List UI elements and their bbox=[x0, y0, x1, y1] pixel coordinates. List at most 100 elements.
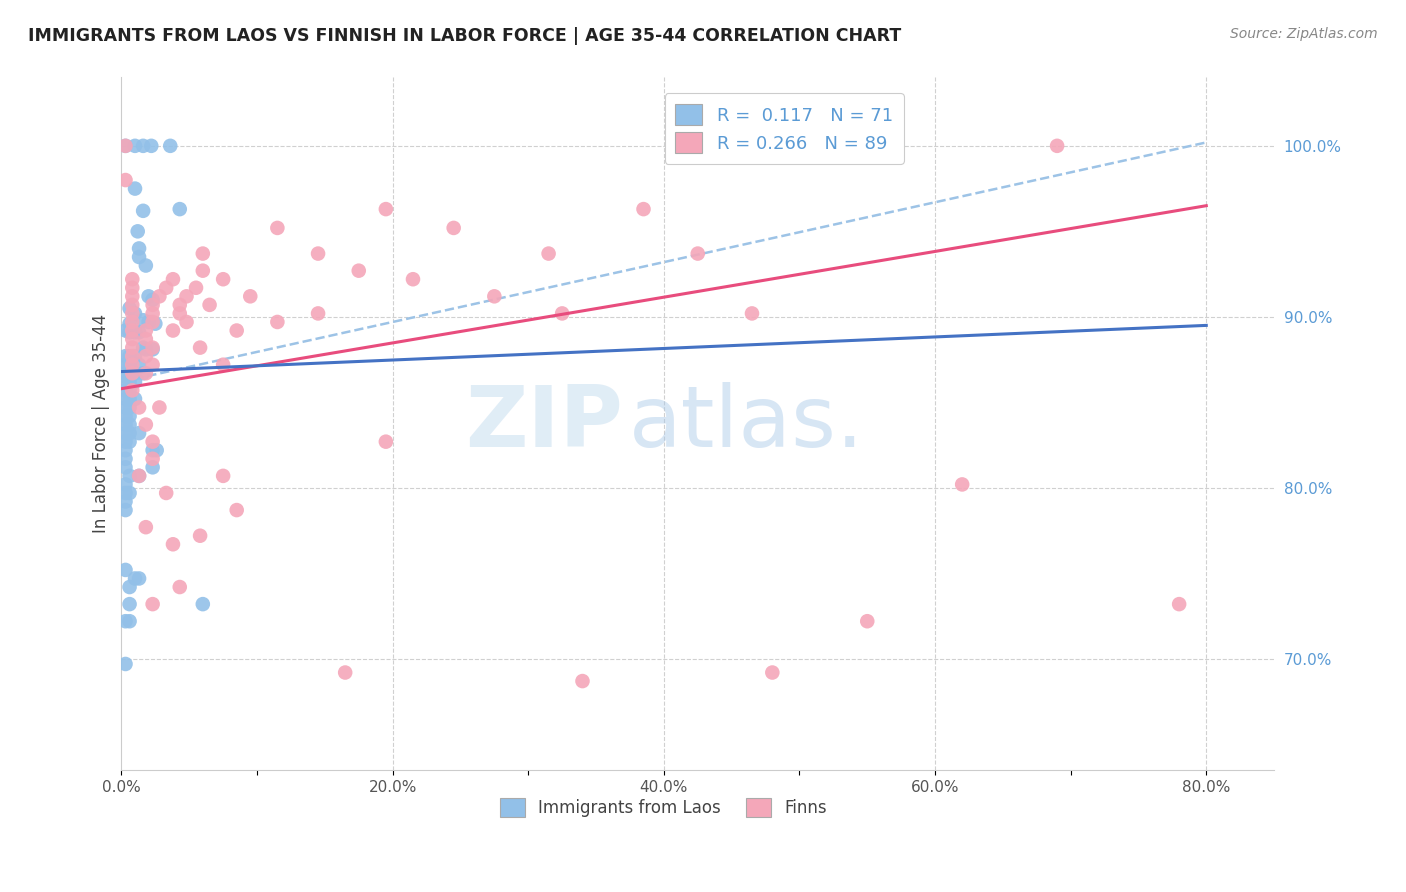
Point bbox=[239, 289, 262, 303]
Point bbox=[114, 324, 136, 338]
Point bbox=[142, 341, 165, 355]
Point bbox=[138, 289, 160, 303]
Point bbox=[1168, 597, 1191, 611]
Point bbox=[118, 468, 141, 483]
Point bbox=[114, 503, 136, 517]
Point bbox=[121, 289, 143, 303]
Point bbox=[225, 324, 247, 338]
Point bbox=[135, 332, 157, 346]
Point bbox=[124, 306, 146, 320]
Point bbox=[114, 138, 136, 153]
Point bbox=[118, 434, 141, 449]
Point bbox=[484, 289, 506, 303]
Point bbox=[155, 281, 177, 295]
Point bbox=[188, 529, 211, 543]
Text: ZIP: ZIP bbox=[465, 382, 623, 466]
Point bbox=[142, 358, 165, 372]
Point bbox=[118, 614, 141, 628]
Point bbox=[159, 138, 181, 153]
Text: atlas.: atlas. bbox=[628, 382, 863, 466]
Point bbox=[118, 317, 141, 331]
Point bbox=[114, 138, 136, 153]
Point bbox=[135, 343, 157, 357]
Point bbox=[121, 272, 143, 286]
Point bbox=[118, 426, 141, 441]
Point bbox=[950, 477, 973, 491]
Point bbox=[191, 246, 214, 260]
Point bbox=[148, 401, 170, 415]
Point bbox=[118, 486, 141, 500]
Point bbox=[537, 246, 560, 260]
Point bbox=[128, 358, 150, 372]
Point bbox=[443, 221, 465, 235]
Point bbox=[132, 366, 155, 380]
Point bbox=[128, 426, 150, 441]
Point bbox=[114, 460, 136, 475]
Point bbox=[212, 272, 235, 286]
Point bbox=[191, 263, 214, 277]
Point bbox=[118, 392, 141, 406]
Point bbox=[118, 325, 141, 339]
Point bbox=[686, 246, 709, 260]
Point bbox=[198, 298, 221, 312]
Text: IMMIGRANTS FROM LAOS VS FINNISH IN LABOR FORCE | AGE 35-44 CORRELATION CHART: IMMIGRANTS FROM LAOS VS FINNISH IN LABOR… bbox=[28, 27, 901, 45]
Point bbox=[856, 138, 879, 153]
Point bbox=[121, 349, 143, 363]
Point bbox=[266, 315, 288, 329]
Point bbox=[132, 313, 155, 327]
Point bbox=[169, 306, 191, 320]
Point bbox=[132, 138, 155, 153]
Point bbox=[856, 614, 879, 628]
Point bbox=[225, 503, 247, 517]
Point bbox=[132, 203, 155, 218]
Point bbox=[402, 272, 425, 286]
Point bbox=[142, 597, 165, 611]
Point bbox=[374, 434, 396, 449]
Point bbox=[307, 306, 329, 320]
Point bbox=[124, 181, 146, 195]
Point bbox=[135, 259, 157, 273]
Point bbox=[761, 665, 783, 680]
Point bbox=[679, 138, 702, 153]
Point bbox=[121, 366, 143, 380]
Point bbox=[169, 202, 191, 216]
Point bbox=[142, 306, 165, 320]
Point bbox=[118, 409, 141, 423]
Point bbox=[142, 315, 165, 329]
Point bbox=[142, 451, 165, 466]
Point bbox=[114, 486, 136, 500]
Point bbox=[114, 614, 136, 628]
Point bbox=[121, 358, 143, 372]
Point bbox=[145, 443, 167, 458]
Point bbox=[121, 315, 143, 329]
Point bbox=[142, 298, 165, 312]
Point bbox=[155, 486, 177, 500]
Point bbox=[374, 202, 396, 216]
Point bbox=[142, 343, 165, 357]
Point bbox=[121, 341, 143, 355]
Point bbox=[114, 563, 136, 577]
Point bbox=[347, 263, 370, 277]
Point bbox=[1046, 138, 1069, 153]
Point bbox=[138, 315, 160, 329]
Point bbox=[128, 325, 150, 339]
Point bbox=[162, 537, 184, 551]
Point bbox=[118, 597, 141, 611]
Point bbox=[118, 580, 141, 594]
Point bbox=[121, 332, 143, 346]
Point bbox=[128, 572, 150, 586]
Point bbox=[169, 580, 191, 594]
Point bbox=[571, 674, 593, 689]
Point bbox=[114, 173, 136, 187]
Point bbox=[121, 384, 143, 398]
Point bbox=[128, 250, 150, 264]
Point bbox=[121, 324, 143, 338]
Point bbox=[135, 324, 157, 338]
Point bbox=[141, 138, 163, 153]
Point bbox=[184, 281, 207, 295]
Point bbox=[551, 306, 574, 320]
Text: Source: ZipAtlas.com: Source: ZipAtlas.com bbox=[1230, 27, 1378, 41]
Point bbox=[132, 341, 155, 355]
Point bbox=[162, 324, 184, 338]
Point bbox=[114, 358, 136, 372]
